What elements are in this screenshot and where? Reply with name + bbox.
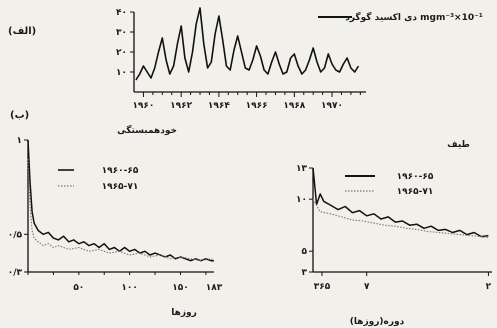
panel-a-legend-label: دی اکسید گوگرد mgm⁻³×10⁻¹ xyxy=(345,11,483,23)
panel-c-y-tick-label: ۵ xyxy=(302,247,308,257)
panel-a-y-tick-label: ۳۰ xyxy=(116,28,127,38)
panel-b-legend-label-2: ۱۹۶۵-۷۱ xyxy=(102,182,139,192)
panel-c-xlabel: دوره(روزها) xyxy=(350,317,405,327)
panel-b-x-tick-label: ۱۸۳ xyxy=(206,283,223,293)
panel-c-x-tick-label: ۷ xyxy=(364,282,370,292)
panel-c-x-tick-label: ۲ xyxy=(486,282,492,292)
panel-b-xlabel: روزها xyxy=(171,308,197,318)
panel-b-y-tick-label: ۰/۳ xyxy=(8,268,23,278)
panel-b-x-tick-label: ۱۰۰ xyxy=(121,283,137,293)
panel-a-x-tick-label: ۱۹۶۴ xyxy=(208,101,230,111)
panel-b-series-line-2 xyxy=(27,158,215,262)
panel-b-x-tick-label: ۱۵۰ xyxy=(172,283,188,293)
panel-b-legend-label-1: ۱۹۶۰-۶۵ xyxy=(102,166,139,176)
panel-a-y-tick-label: ۴۰ xyxy=(116,8,127,18)
panel-b-y-tick-label: ۰/۵ xyxy=(8,230,23,240)
panel-a-x-tick-label: ۱۹۷۰ xyxy=(321,101,343,111)
panel-a-x-tick-label: ۱۹۶۸ xyxy=(283,101,305,111)
panel-c-legend: ۱۹۶۰-۶۵ ۱۹۶۵-۷۱ xyxy=(345,172,434,197)
panel-b-title: خودهمبستگی xyxy=(117,124,177,136)
panel-a-y-tick-label: ۱۰ xyxy=(116,68,127,78)
panel-c-y-tick-label: ۱۰ xyxy=(296,195,307,205)
panel-b-x-tick-label: ۵۰ xyxy=(73,283,84,293)
panel-a-x-tick-label: ۱۹۶۶ xyxy=(246,101,268,111)
panel-b-y-tick-label: ۱ xyxy=(17,136,23,146)
panel-c-y-tick-label: ۱۳ xyxy=(296,164,307,174)
panel-a-series-line xyxy=(135,7,360,81)
panel-c-legend-label-2: ۱۹۶۵-۷۱ xyxy=(397,187,434,197)
panel-b-legend: ۱۹۶۰-۶۵ ۱۹۶۵-۷۱ xyxy=(58,166,139,192)
panel-c-plot xyxy=(312,167,489,239)
panel-c-series-line-1 xyxy=(312,167,489,238)
panel-a-x-tick-label: ۱۹۶۲ xyxy=(170,101,192,111)
panel-a-x-tick-label: ۱۹۶۰ xyxy=(132,101,154,111)
panel-c-legend-label-1: ۱۹۶۰-۶۵ xyxy=(397,172,434,182)
panel-b-series-line-1 xyxy=(27,139,214,262)
panel-c-series-line-2 xyxy=(312,198,489,239)
panel-c-title: طیف xyxy=(447,140,470,150)
panel-a-label: (الف) xyxy=(8,26,36,37)
panel-a-y-tick-label: ۲۰ xyxy=(116,48,127,58)
panel-a-legend: دی اکسید گوگرد mgm⁻³×10⁻¹ xyxy=(318,11,483,23)
panel-b-plot xyxy=(27,139,215,262)
panel-a-plot xyxy=(135,7,360,81)
panel-b-axes: ۱ ۰/۵ ۰/۳ ۵۰ ۱۰۰ ۱۵۰ ۱۸۳ xyxy=(8,136,223,293)
panel-c-axes: ۱۳ ۱۰ ۵ ۳ ۳۶۵ ۷ ۲ xyxy=(296,164,492,292)
panel-a-axes: ۴۰ ۳۰ ۲۰ ۱۰ ۱۹۶۰ ۱۹۶۲ ۱۹۶۴ ۱۹۶۶ ۱۹۶۸ ۱۹۷۰ xyxy=(116,8,366,111)
panel-c-x-tick-label: ۳۶۵ xyxy=(314,282,331,292)
panel-b-label: (ب) xyxy=(10,110,29,121)
panel-c-y-tick-label: ۳ xyxy=(302,268,308,278)
